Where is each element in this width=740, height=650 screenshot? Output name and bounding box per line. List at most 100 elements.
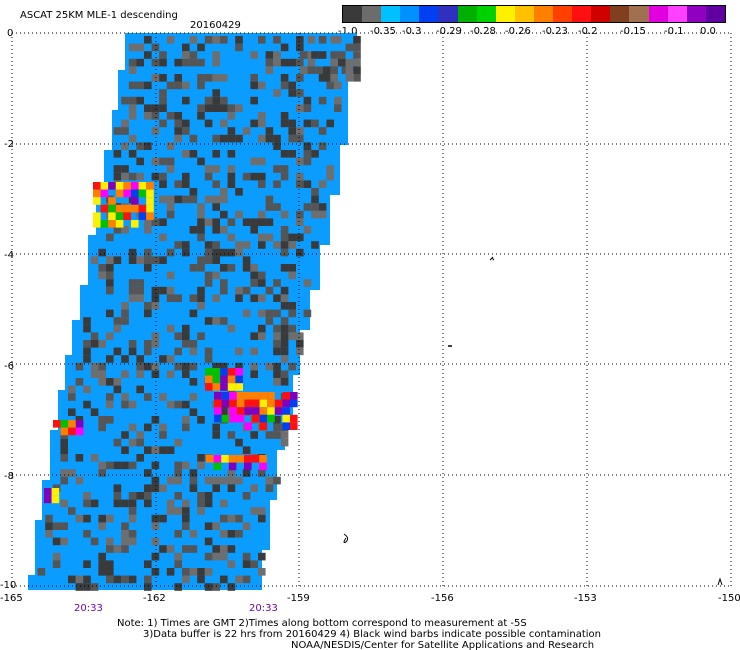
contaminated-cell <box>159 104 167 112</box>
contaminated-cell <box>189 134 198 143</box>
contaminated-cell <box>189 378 198 386</box>
contaminated-cell <box>159 119 167 128</box>
wind-barb <box>489 256 495 261</box>
contaminated-cell <box>174 476 182 485</box>
contaminated-cell <box>250 271 258 280</box>
contaminated-cell <box>242 492 251 500</box>
colored-cell <box>214 407 222 415</box>
contaminated-cell <box>189 362 198 371</box>
contaminated-cell <box>273 324 281 333</box>
contaminated-cell <box>296 248 304 257</box>
contaminated-cell <box>220 134 228 143</box>
colored-cell <box>108 182 116 190</box>
colored-cell <box>146 204 154 213</box>
contaminated-cell <box>144 36 152 44</box>
contaminated-cell <box>258 36 266 44</box>
x-tick-1: -162 <box>143 593 166 604</box>
contaminated-cell <box>121 530 129 538</box>
contaminated-cell <box>212 51 220 59</box>
contaminated-cell <box>334 104 342 112</box>
contaminated-cell <box>212 226 220 234</box>
x-tick-3: -156 <box>431 593 454 604</box>
contaminated-cell <box>303 157 312 166</box>
contaminated-cell <box>273 370 281 378</box>
contaminated-cell <box>280 340 289 348</box>
contaminated-cell <box>136 58 144 67</box>
contaminated-cell <box>197 332 205 340</box>
contaminated-cell <box>311 241 319 249</box>
contaminated-cell <box>258 172 266 181</box>
contaminated-cell <box>166 545 175 553</box>
contaminated-cell <box>128 514 137 523</box>
contaminated-cell <box>212 362 220 371</box>
contaminated-cell <box>98 370 106 378</box>
colored-cell <box>220 368 228 376</box>
colored-cell <box>267 392 275 400</box>
colorbar-label: -0.1 <box>664 26 684 37</box>
contaminated-cell <box>121 96 129 105</box>
contaminated-cell <box>220 226 228 234</box>
contaminated-cell <box>345 43 354 52</box>
contaminated-cell <box>166 271 175 280</box>
contaminated-cell <box>174 241 182 249</box>
contaminated-cell <box>174 583 182 591</box>
time-label-left: 20:33 <box>74 603 103 614</box>
contaminated-cell <box>182 340 190 348</box>
contaminated-cell <box>106 575 114 584</box>
contaminated-cell <box>75 575 84 584</box>
contaminated-cell <box>250 279 258 287</box>
contaminated-cell <box>235 104 243 112</box>
contaminated-cell <box>300 66 308 74</box>
contaminated-cell <box>326 119 334 128</box>
contaminated-cell <box>250 560 258 568</box>
colored-cell <box>214 414 222 423</box>
contaminated-cell <box>159 180 167 188</box>
contaminated-cell <box>98 552 106 561</box>
contaminated-cell <box>326 165 334 173</box>
contaminated-cell <box>151 340 160 348</box>
colored-cell <box>131 189 139 198</box>
contaminated-cell <box>250 484 258 492</box>
contaminated-cell <box>189 188 198 196</box>
contaminated-cell <box>136 370 144 378</box>
contaminated-cell <box>338 51 346 59</box>
contaminated-cell <box>288 58 296 67</box>
contaminated-cell <box>166 324 175 333</box>
colored-cell <box>220 383 228 391</box>
contaminated-cell <box>189 408 198 416</box>
contaminated-cell <box>144 575 152 584</box>
contaminated-cell <box>174 362 182 371</box>
colorbar-label: -0.15 <box>620 26 646 37</box>
contaminated-cell <box>151 172 160 181</box>
contaminated-cell <box>197 499 205 508</box>
contaminated-cell <box>227 150 236 158</box>
contaminated-cell <box>220 499 228 508</box>
contaminated-cell <box>60 469 68 477</box>
contaminated-cell <box>250 226 258 234</box>
contaminated-cell <box>159 74 167 82</box>
contaminated-cell <box>174 492 182 500</box>
contaminated-cell <box>296 104 304 112</box>
contaminated-cell <box>174 507 182 515</box>
contaminated-cell <box>212 36 220 44</box>
contaminated-cell <box>318 127 327 135</box>
contaminated-cell <box>220 476 228 485</box>
contaminated-cell <box>144 256 152 264</box>
contaminated-cell <box>212 203 220 211</box>
contaminated-cell <box>280 324 289 333</box>
contaminated-cell <box>250 96 258 105</box>
contaminated-cell <box>227 324 236 333</box>
colored-cell <box>205 383 213 391</box>
contaminated-cell <box>258 324 266 333</box>
contaminated-cell <box>258 241 266 249</box>
contaminated-cell <box>83 355 91 363</box>
contaminated-cell <box>345 58 354 67</box>
contaminated-cell <box>204 172 213 181</box>
contaminated-cell <box>235 514 243 523</box>
contaminated-cell <box>220 552 228 561</box>
contaminated-cell <box>227 112 236 120</box>
contaminated-cell <box>106 545 114 553</box>
colorbar-swatch <box>629 6 649 22</box>
contaminated-cell <box>83 385 91 394</box>
contaminated-cell <box>166 286 175 295</box>
